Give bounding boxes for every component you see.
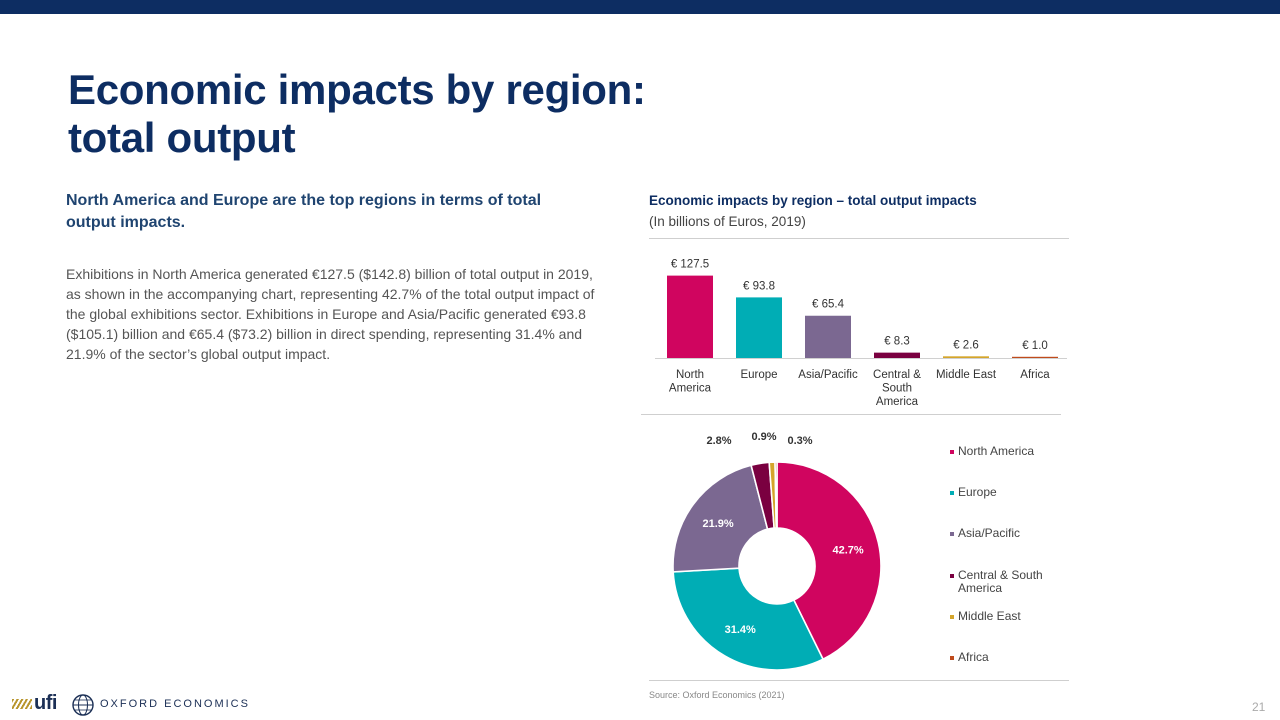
bar-chart: € 127.5 North America € 93.8 Europe € 65.4 Asi… bbox=[655, 259, 1067, 408]
legend-label: Europe bbox=[958, 485, 997, 499]
donut-slice-north-america bbox=[776, 461, 882, 661]
chart-divider-middle bbox=[641, 414, 1061, 415]
bar-north-america bbox=[667, 275, 713, 358]
bar-category-label-central-south-america: Central & South America bbox=[873, 369, 921, 408]
donut-label-central-south-america: 2.8% bbox=[706, 435, 731, 447]
bar-value-label-europe: € 93.8 bbox=[743, 280, 775, 292]
legend-label: Asia/Pacific bbox=[958, 526, 1021, 540]
body-text: Exhibitions in North America generated €… bbox=[66, 266, 595, 362]
page-title: Economic impacts by region: total output bbox=[68, 66, 768, 162]
chart-divider-bottom bbox=[649, 680, 1069, 681]
oxford-economics-logo-text: OXFORD ECONOMICS bbox=[100, 698, 250, 710]
donut-chart: 42.7% 31.4% 21.9% 2.8% 0.9% 0.3% bbox=[672, 431, 882, 671]
bar-value-label-middle-east: € 2.6 bbox=[953, 339, 979, 351]
bar-category-label-middle-east: Middle East bbox=[936, 369, 997, 381]
ufi-logo: ufi bbox=[12, 692, 57, 715]
top-accent-bar bbox=[0, 0, 1280, 14]
bar-middle-east bbox=[943, 356, 989, 358]
page-title-line-1: Economic impacts by region: bbox=[68, 66, 646, 113]
bar-category-label-asia-pacific: Asia/Pacific bbox=[798, 369, 858, 381]
legend-swatch-icon bbox=[950, 450, 954, 454]
page-number: 21 bbox=[1252, 700, 1266, 714]
legend-label: Africa bbox=[958, 650, 989, 664]
chart-title: Economic impacts by region – total outpu… bbox=[649, 193, 977, 208]
bar-value-label-north-america: € 127.5 bbox=[671, 259, 709, 271]
donut-label-asia-pacific: 21.9% bbox=[702, 518, 733, 530]
ufi-stripes-icon bbox=[12, 698, 32, 709]
ufi-logo-text: ufi bbox=[34, 692, 57, 714]
page-title-line-2: total output bbox=[68, 114, 296, 161]
donut-slice-asia-pacific bbox=[672, 464, 769, 573]
bar-category-label-africa: Africa bbox=[1020, 369, 1050, 381]
source-note: Source: Oxford Economics (2021) bbox=[649, 690, 785, 700]
bar-asia-pacific bbox=[805, 315, 851, 358]
chart-subtitle: (In billions of Euros, 2019) bbox=[649, 214, 806, 229]
donut-slice-europe bbox=[672, 567, 825, 671]
bar-europe bbox=[736, 297, 782, 358]
lead-text: North America and Europe are the top reg… bbox=[66, 192, 542, 231]
donut-slice-africa bbox=[774, 461, 778, 529]
bar-category-label-europe: Europe bbox=[740, 369, 777, 381]
globe-icon bbox=[72, 694, 94, 716]
legend-swatch-icon bbox=[950, 491, 954, 495]
bar-value-label-africa: € 1.0 bbox=[1022, 340, 1048, 352]
legend-label: Middle East bbox=[958, 609, 1021, 623]
chart-divider-top bbox=[649, 238, 1069, 239]
legend-swatch-icon bbox=[950, 615, 954, 619]
legend-label: North America bbox=[958, 444, 1035, 458]
legend-swatch-icon bbox=[950, 532, 954, 536]
legend-label: Central & South America bbox=[958, 568, 1043, 595]
legend-swatch-icon bbox=[950, 574, 954, 578]
bar-value-label-central-south-america: € 8.3 bbox=[884, 336, 910, 348]
legend-swatch-icon bbox=[950, 656, 954, 660]
bar-central-south-america bbox=[874, 352, 920, 358]
donut-label-africa: 0.3% bbox=[787, 435, 812, 447]
donut-label-middle-east: 0.9% bbox=[751, 431, 776, 443]
bar-category-label-north-america: North America bbox=[669, 369, 712, 395]
donut-label-europe: 31.4% bbox=[725, 624, 756, 636]
donut-label-north-america: 42.7% bbox=[832, 544, 863, 556]
bar-africa bbox=[1012, 356, 1058, 358]
bar-value-label-asia-pacific: € 65.4 bbox=[812, 299, 845, 311]
